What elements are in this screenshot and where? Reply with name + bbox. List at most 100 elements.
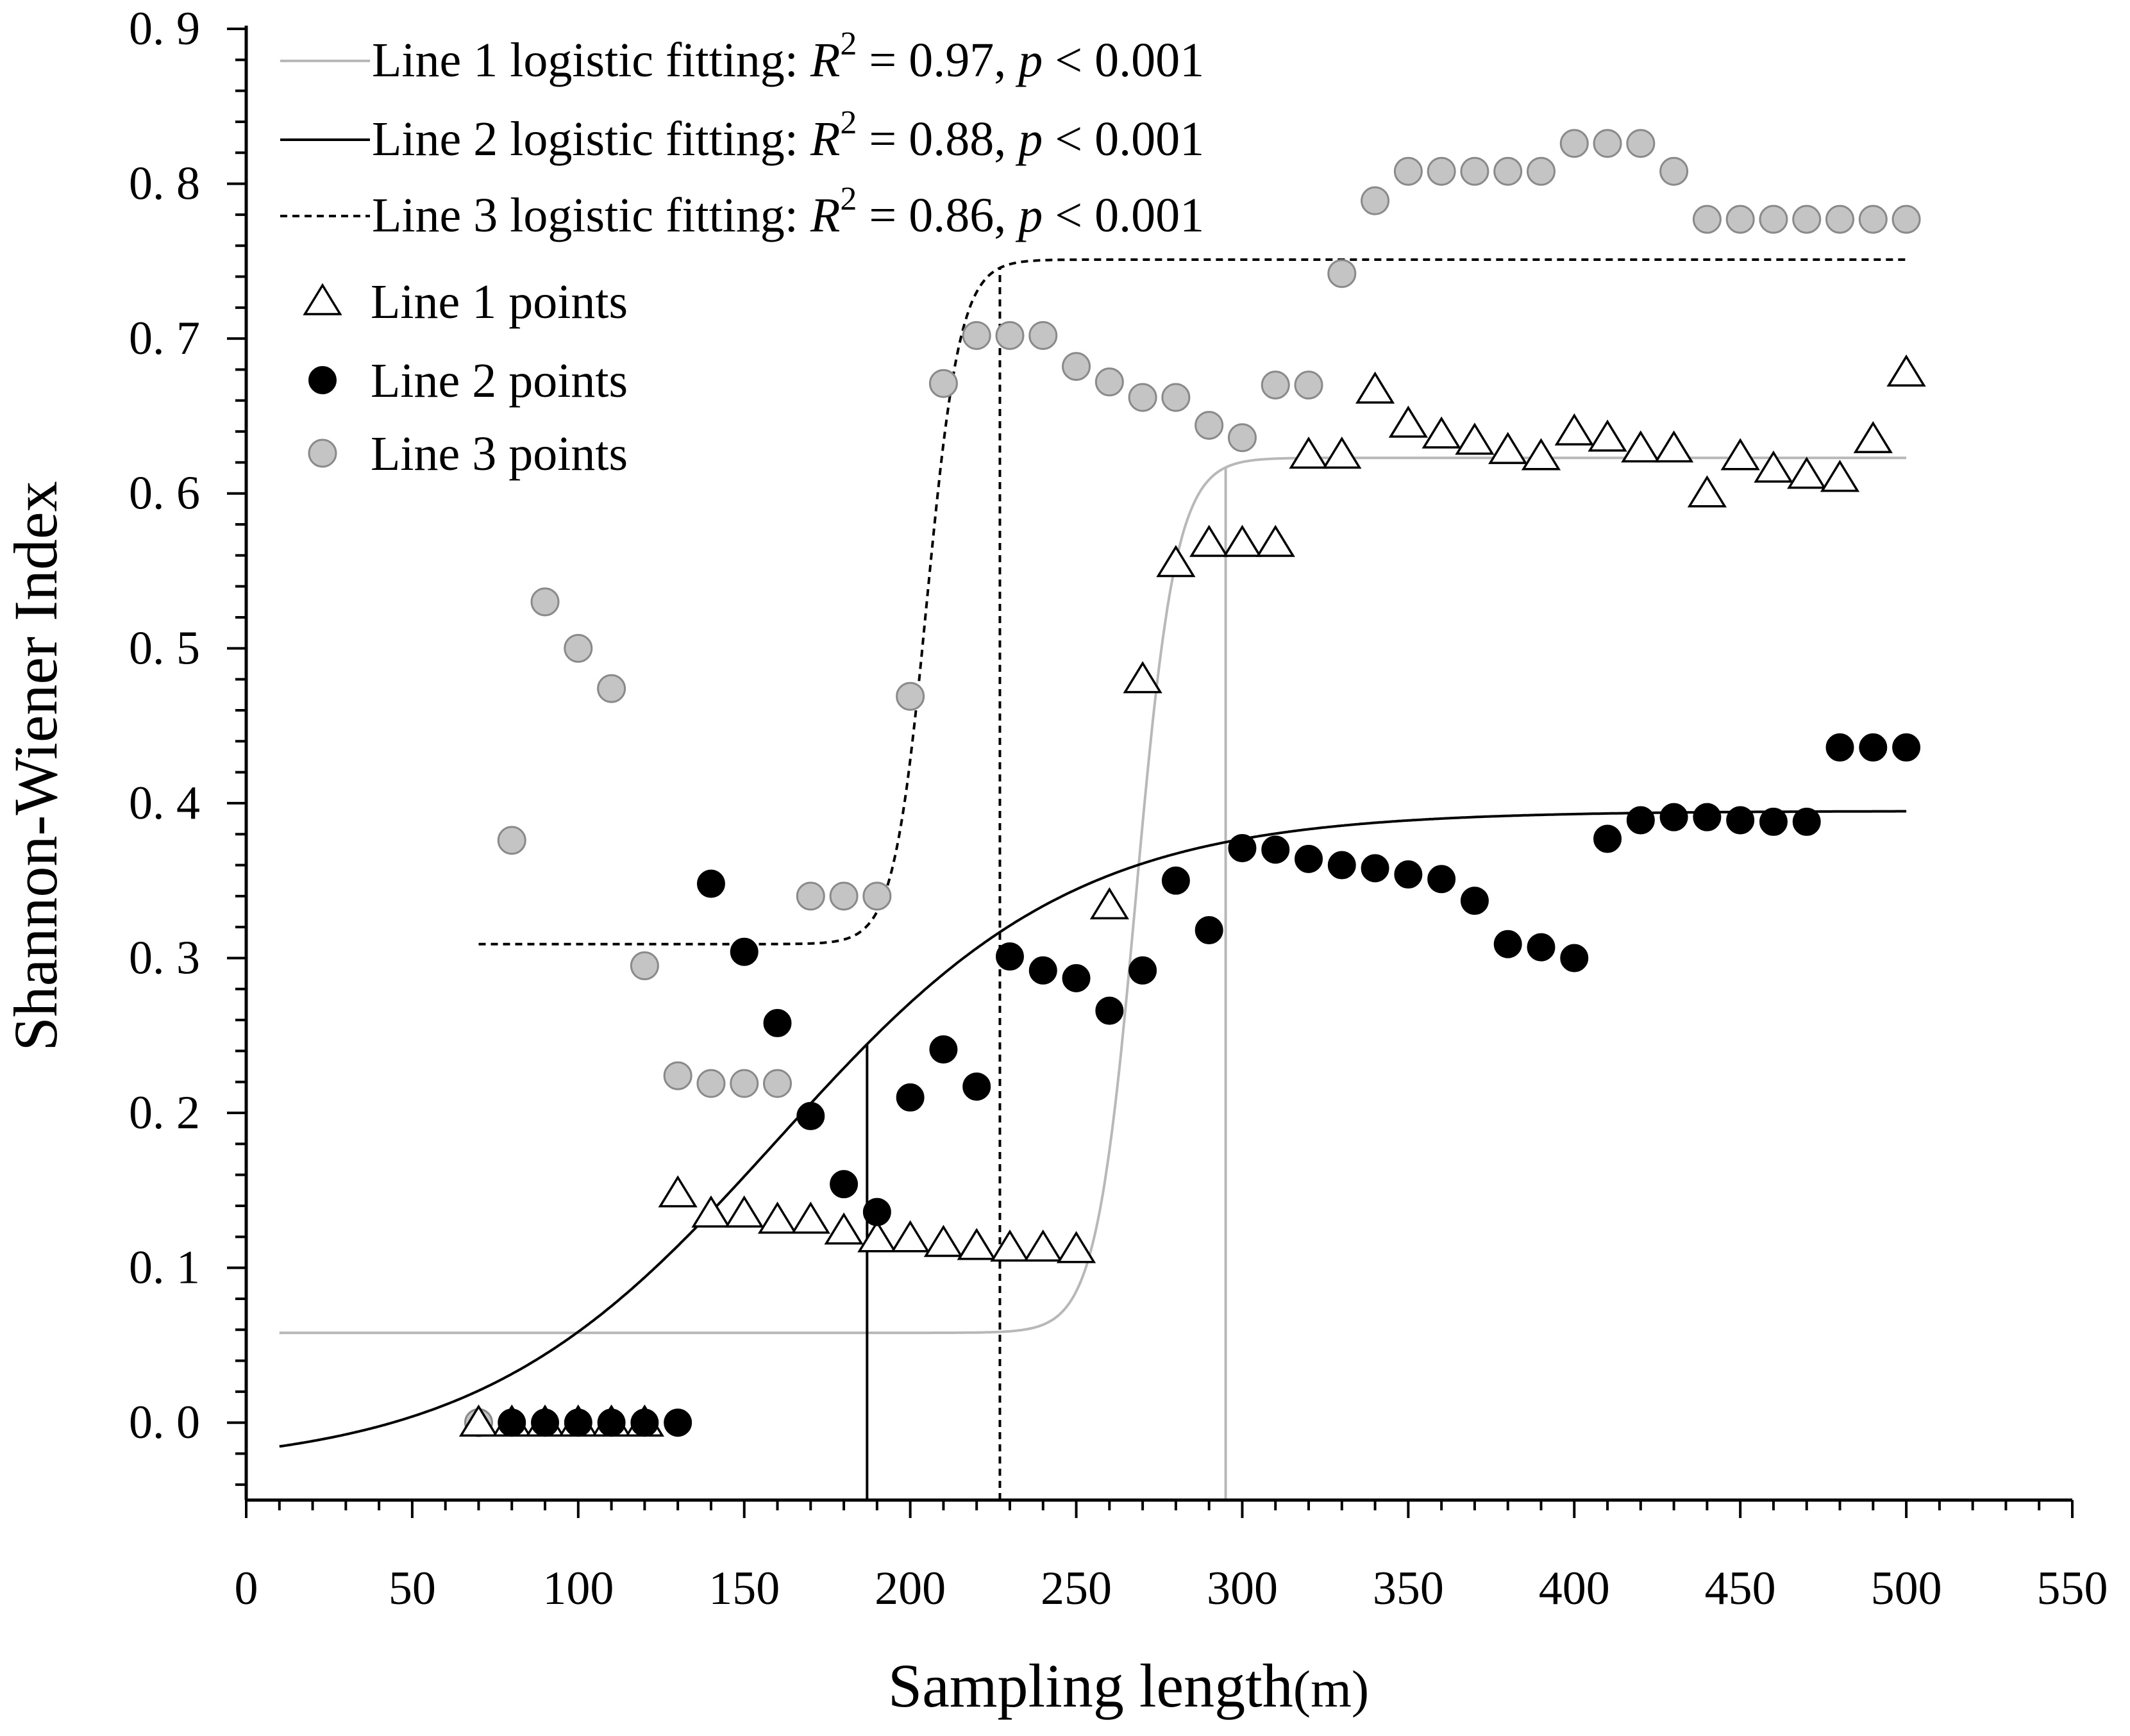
data-point [990, 1229, 1030, 1262]
y-tick-label: 0. 5 [129, 622, 200, 674]
data-point [730, 1069, 759, 1098]
legend-fit-label: Line 1 logistic fitting: R2 = 0.97, p < … [372, 26, 1204, 87]
x-tick-label: 0 [235, 1562, 258, 1615]
data-point [1659, 156, 1689, 186]
data-point [1521, 438, 1561, 471]
data-point [1787, 456, 1827, 489]
data-point [1659, 803, 1688, 831]
data-point [658, 1175, 698, 1208]
legend: Line 1 logistic fitting: R2 = 0.97, p < … [280, 26, 1204, 481]
data-point [1455, 422, 1495, 455]
legend-point-item-2: Line 2 points [308, 354, 628, 408]
data-point [664, 1408, 692, 1437]
data-point [458, 1404, 499, 1437]
data-point [1588, 419, 1627, 452]
legend-fit-prefix: Line 3 logistic fitting: [372, 188, 810, 242]
data-point [1754, 450, 1793, 483]
data-point [1056, 1231, 1096, 1264]
data-point [630, 1408, 659, 1437]
legend-marker-swatch [308, 366, 337, 394]
data-point [763, 1069, 792, 1098]
series-line-3-points [464, 129, 1921, 1437]
data-point [597, 674, 626, 703]
legend-point-item-3: Line 3 points [308, 427, 628, 481]
legend-r-symbol: R [810, 33, 840, 87]
y-tick-label: 0. 0 [129, 1396, 200, 1449]
data-point [1322, 436, 1362, 469]
data-point [1028, 321, 1058, 350]
legend-p-value: < 0.001 [1043, 188, 1204, 242]
data-point [757, 1201, 798, 1234]
x-tick-label: 550 [2037, 1562, 2108, 1615]
legend-marker-swatch [303, 283, 342, 315]
data-point [1792, 204, 1822, 234]
data-point [1195, 915, 1223, 944]
x-tick-label: 100 [542, 1562, 614, 1615]
legend-r-symbol: R [810, 188, 840, 242]
x-tick-label: 450 [1705, 1562, 1776, 1615]
data-point [696, 869, 725, 898]
data-point [1361, 186, 1390, 215]
data-point [1094, 367, 1124, 397]
data-point [957, 1228, 996, 1260]
data-point [1123, 661, 1162, 694]
x-tick-label: 150 [709, 1562, 780, 1615]
data-point [564, 1408, 592, 1437]
data-point [1593, 824, 1622, 853]
data-point [1493, 930, 1522, 958]
legend-p-symbol: p [1015, 188, 1043, 242]
data-point [1156, 545, 1196, 578]
data-point [1427, 865, 1456, 894]
data-point [1189, 524, 1229, 557]
data-point [1195, 410, 1224, 440]
data-point [1892, 733, 1921, 762]
data-point [1692, 204, 1722, 234]
data-point [1626, 129, 1656, 158]
legend-r-symbol: R [810, 112, 840, 166]
legend-fit-item-2: Line 2 logistic fitting: R2 = 0.88, p < … [280, 104, 1204, 166]
data-point [1759, 807, 1788, 836]
legend-point-item-1: Line 1 points [303, 275, 628, 329]
data-point [498, 1408, 526, 1437]
data-point [1853, 421, 1893, 453]
x-tick-labels: 0 50 100 150 200 250 300 350 400 450 500 550 [235, 1562, 2108, 1615]
series-line-1-points [458, 354, 1926, 1437]
data-point [1095, 996, 1124, 1025]
data-point [791, 1201, 830, 1234]
data-point [1725, 204, 1755, 234]
x-tick-label: 200 [875, 1562, 946, 1615]
data-point [1825, 204, 1855, 234]
data-point [696, 1069, 726, 1098]
data-point [1161, 383, 1191, 412]
data-point [1891, 204, 1921, 234]
data-point [923, 1224, 964, 1257]
x-tick-label: 350 [1373, 1562, 1444, 1615]
data-point [1820, 460, 1860, 492]
legend-fit-label: Line 2 logistic fitting: R2 = 0.88, p < … [372, 104, 1204, 166]
data-point [962, 1072, 991, 1101]
data-point [1554, 413, 1594, 446]
y-tick-label: 0. 2 [129, 1087, 200, 1139]
data-point [1759, 204, 1788, 234]
x-tick-label: 250 [1041, 1562, 1112, 1615]
data-point [896, 1083, 925, 1112]
y-tick-label: 0. 6 [129, 467, 200, 520]
data-point [830, 1170, 859, 1199]
legend-point-label: Line 1 points [371, 275, 628, 329]
data-point [995, 321, 1025, 350]
data-point [1460, 156, 1489, 186]
fit-curve-line-1 [279, 456, 1907, 1335]
data-point [995, 942, 1024, 971]
data-point [1327, 259, 1357, 288]
legend-r-superscript: 2 [840, 104, 857, 141]
data-point [1227, 423, 1257, 453]
legend-fit-prefix: Line 2 logistic fitting: [372, 112, 810, 166]
data-point [1526, 156, 1556, 186]
data-point [725, 1195, 764, 1228]
legend-point-label: Line 3 points [371, 427, 628, 481]
data-point [1825, 733, 1854, 762]
data-point [1559, 129, 1589, 158]
